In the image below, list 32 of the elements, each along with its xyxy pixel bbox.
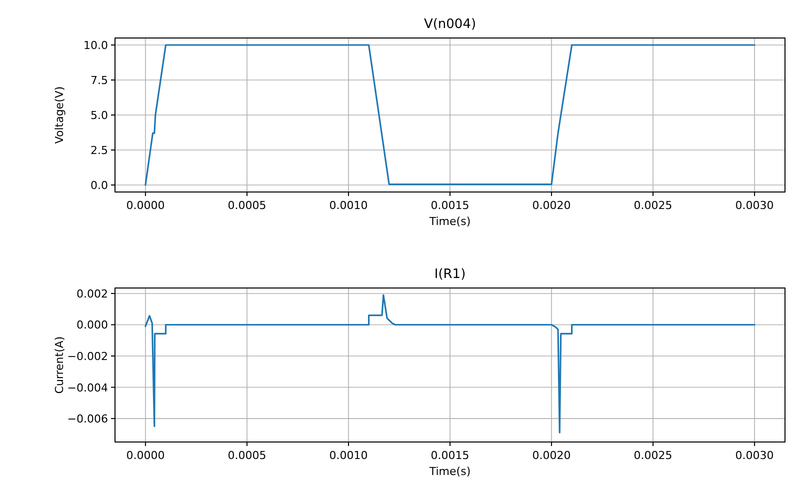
x-tick-label: 0.0000 bbox=[126, 199, 165, 212]
y-tick-label: 7.5 bbox=[90, 74, 108, 87]
x-tick-label: 0.0015 bbox=[430, 199, 470, 212]
y-tick-label: 0.0 bbox=[90, 179, 108, 192]
x-tick-label: 0.0010 bbox=[329, 199, 368, 212]
x-tick-label: 0.0030 bbox=[735, 449, 774, 462]
y-axis-title: Voltage(V) bbox=[53, 86, 66, 144]
line-series bbox=[144, 294, 756, 434]
y-tick-label: −0.006 bbox=[67, 412, 108, 426]
x-tick-label: 0.0020 bbox=[532, 449, 571, 462]
y-tick-label: 5.0 bbox=[90, 109, 108, 122]
y-axis-title: Current(A) bbox=[53, 336, 66, 394]
line-series bbox=[144, 44, 756, 186]
y-tick-label: 0.000 bbox=[76, 318, 108, 332]
chart-title: I(R1) bbox=[434, 267, 466, 282]
chart-title: V(n004) bbox=[424, 17, 476, 32]
x-axis-title: Time(s) bbox=[428, 465, 471, 478]
x-tick-label: 0.0025 bbox=[634, 449, 672, 462]
y-tick-label: 10.0 bbox=[84, 39, 108, 52]
x-tick-label: 0.0005 bbox=[228, 449, 266, 462]
x-tick-label: 0.0020 bbox=[532, 199, 571, 212]
y-tick-label: 2.5 bbox=[90, 144, 108, 157]
x-tick-label: 0.0025 bbox=[634, 199, 672, 212]
x-tick-label: 0.0030 bbox=[735, 199, 774, 212]
x-tick-label: 0.0000 bbox=[126, 449, 165, 462]
x-axis-title: Time(s) bbox=[428, 215, 471, 228]
y-tick-label: −0.002 bbox=[67, 350, 108, 364]
x-tick-label: 0.0005 bbox=[228, 199, 266, 212]
x-tick-label: 0.0015 bbox=[430, 449, 470, 462]
y-tick-label: 0.002 bbox=[76, 287, 108, 300]
y-tick-label: −0.004 bbox=[67, 381, 108, 394]
x-tick-label: 0.0010 bbox=[329, 449, 368, 462]
